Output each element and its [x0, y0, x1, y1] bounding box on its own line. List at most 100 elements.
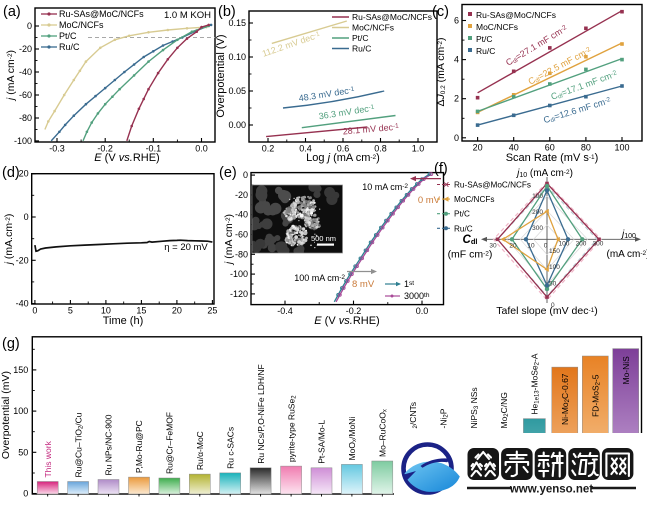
svg-text:15: 15 [136, 306, 146, 316]
svg-text:300: 300 [532, 225, 543, 232]
svg-text:Pt/C: Pt/C [59, 31, 77, 41]
svg-text:Ru@Cu–TiO2/Cu: Ru@Cu–TiO2/Cu [73, 412, 84, 477]
svg-text:Ru-SAs@MoC/NCFs: Ru-SAs@MoC/NCFs [454, 181, 531, 190]
svg-text:300: 300 [593, 241, 604, 248]
svg-text:1.0: 1.0 [412, 144, 425, 154]
svg-text:Ru NCs/P,O-NiFe LDH/NF: Ru NCs/P,O-NiFe LDH/NF [256, 364, 266, 464]
svg-text:j (mA.cm-2): j (mA.cm-2) [3, 214, 15, 267]
svg-text:10: 10 [527, 243, 535, 250]
svg-text:1.0 M KOH: 1.0 M KOH [164, 10, 211, 21]
svg-text:4: 4 [454, 55, 459, 65]
svg-text:-60: -60 [19, 90, 32, 100]
svg-text:Ru@Cr–FeMOF: Ru@Cr–FeMOF [165, 412, 175, 474]
svg-text:20: 20 [473, 143, 483, 153]
svg-text:6: 6 [454, 16, 459, 26]
svg-text:-40: -40 [235, 210, 248, 220]
svg-text:Mo-NiS: Mo-NiS [621, 356, 631, 385]
svg-text:j10 (mA cm-2): j10 (mA cm-2) [515, 168, 573, 179]
svg-text:Time (h): Time (h) [103, 315, 144, 327]
svg-text:-100: -100 [14, 136, 32, 146]
svg-text:MoC/NCFs: MoC/NCFs [59, 20, 104, 30]
svg-text:Ru-SAs@MoC/NCFs: Ru-SAs@MoC/NCFs [59, 9, 144, 19]
svg-text:40: 40 [509, 143, 519, 153]
svg-text:30: 30 [489, 243, 497, 250]
svg-text:48.3 mV dec-1: 48.3 mV dec-1 [298, 85, 356, 104]
svg-text:0: 0 [27, 21, 32, 31]
svg-text:-0.1: -0.1 [146, 144, 162, 154]
svg-text:10: 10 [101, 306, 111, 316]
svg-text:20: 20 [19, 169, 29, 179]
svg-text:Ru/C: Ru/C [352, 44, 371, 54]
svg-text:η = 20 mV: η = 20 mV [164, 242, 208, 253]
svg-text:Ru-SAs@MoC/NCFs: Ru-SAs@MoC/NCFs [352, 12, 432, 22]
svg-text:-40: -40 [19, 67, 32, 77]
svg-text:Ni-Mo2C-0.67: Ni-Mo2C-0.67 [560, 373, 571, 425]
svg-text:0.0: 0.0 [195, 144, 208, 154]
svg-text:0.10: 0.10 [228, 52, 246, 62]
svg-text:0.8: 0.8 [374, 144, 387, 154]
svg-text:MoC/NCFs: MoC/NCFs [352, 23, 394, 33]
svg-text:0.15: 0.15 [228, 18, 246, 28]
svg-text:-20: -20 [19, 44, 32, 54]
svg-text:Tafel slope (mV dec-1): Tafel slope (mV dec-1) [496, 305, 598, 317]
svg-text:MoC/NCFs: MoC/NCFs [454, 195, 494, 204]
svg-text:Ru/C: Ru/C [59, 42, 80, 52]
svg-text:80: 80 [581, 143, 591, 153]
svg-text:Ru NPs/NC-900: Ru NPs/NC-900 [104, 414, 114, 475]
svg-text:200: 200 [532, 209, 543, 216]
svg-text:Ru-SAs@MoC/NCFs: Ru-SAs@MoC/NCFs [476, 10, 556, 20]
svg-text:2: 2 [454, 94, 459, 104]
svg-text:P,Mo-Ru@PC: P,Mo-Ru@PC [134, 420, 144, 473]
svg-text:100: 100 [13, 406, 28, 416]
svg-text:0.05: 0.05 [228, 86, 246, 96]
svg-text:-80: -80 [19, 113, 32, 123]
svg-text:0.4: 0.4 [299, 144, 312, 154]
svg-text:0: 0 [243, 170, 248, 180]
svg-text:150: 150 [549, 248, 560, 255]
svg-text:0.00: 0.00 [228, 120, 246, 130]
svg-text:112.2 mV dec-1: 112.2 mV dec-1 [261, 29, 322, 58]
svg-text:100: 100 [549, 264, 560, 271]
svg-text:Pt/C: Pt/C [352, 33, 369, 43]
svg-text:(mF cm-2): (mF cm-2) [448, 249, 493, 261]
svg-text:200: 200 [576, 241, 587, 248]
svg-text:0.2: 0.2 [262, 144, 275, 154]
svg-text:-0.4: -0.4 [277, 306, 293, 316]
svg-text:0 mV: 0 mV [418, 195, 441, 206]
svg-text:(mA cm-2): (mA cm-2) [606, 249, 647, 260]
svg-text:-20: -20 [235, 190, 248, 200]
svg-text:FD-MoS2-5: FD-MoS2-5 [590, 374, 601, 417]
svg-text:0.0: 0.0 [416, 306, 429, 316]
svg-text:j (mA cm-2): j (mA cm-2) [223, 214, 235, 266]
svg-text:E (V vs.RHE): E (V vs.RHE) [314, 315, 379, 327]
svg-text:-120: -120 [230, 289, 248, 299]
svg-text:www.yenso.net: www.yenso.net [509, 484, 593, 496]
svg-text:(a): (a) [3, 4, 21, 20]
svg-text:0.6: 0.6 [337, 144, 350, 154]
svg-text:20: 20 [172, 306, 182, 316]
svg-text:-40: -40 [16, 299, 29, 309]
svg-text:j100: j100 [620, 229, 636, 240]
svg-text:25: 25 [207, 306, 217, 316]
svg-text:-100: -100 [230, 269, 248, 279]
svg-text:Cdl: Cdl [463, 234, 478, 246]
svg-text:(c): (c) [432, 4, 449, 20]
svg-text:5: 5 [68, 306, 73, 316]
svg-text:-20: -20 [16, 255, 29, 265]
svg-text:(f): (f) [434, 161, 448, 177]
svg-text:100 mA cm-2: 100 mA cm-2 [294, 273, 345, 283]
svg-text:Ru/C: Ru/C [454, 224, 473, 233]
svg-text:Log j (mA cm-2): Log j (mA cm-2) [306, 152, 380, 164]
svg-text:Ru/C: Ru/C [476, 46, 495, 56]
svg-text:MoOx/MoNi: MoOx/MoNi [347, 417, 358, 461]
svg-text:-0.2: -0.2 [346, 306, 362, 316]
svg-text:(d): (d) [2, 165, 20, 181]
svg-text:50: 50 [549, 281, 557, 288]
svg-text:MoC/NCFs: MoC/NCFs [476, 22, 518, 32]
svg-text:Mo–RuCoOx: Mo–RuCoOx [378, 409, 389, 457]
svg-text:20: 20 [509, 243, 517, 250]
svg-text:(b): (b) [218, 4, 236, 20]
svg-text:Overpotential (mV): Overpotential (mV) [0, 371, 12, 459]
svg-text:-0.3: -0.3 [49, 144, 65, 154]
svg-text:0: 0 [544, 243, 548, 250]
